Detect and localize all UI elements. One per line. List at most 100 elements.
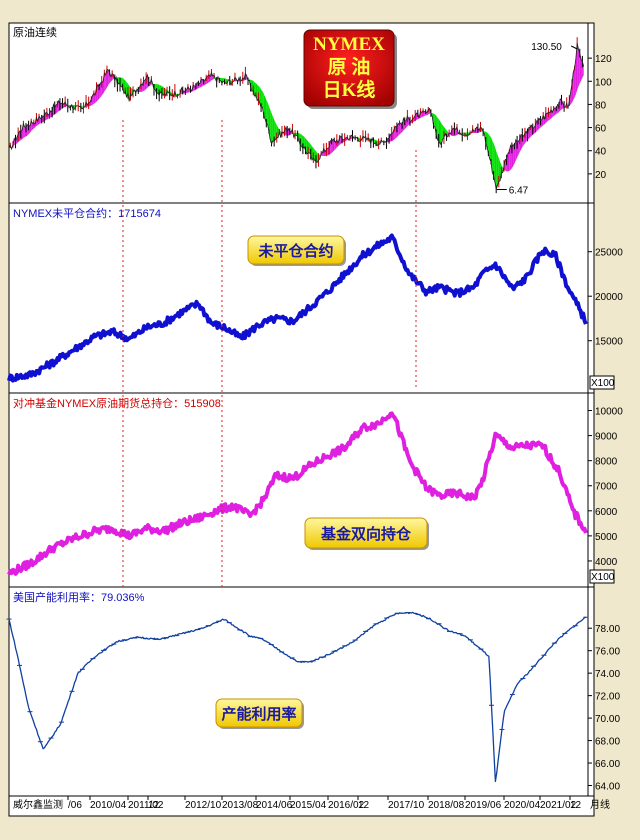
ma-fill bbox=[103, 73, 105, 94]
footer-brand: 威尔鑫监测 bbox=[13, 798, 63, 811]
y-tick-label: 20000 bbox=[595, 292, 623, 303]
x-tick-label: 2011/02 bbox=[128, 800, 164, 811]
ma-fill bbox=[492, 140, 494, 176]
oi-badge-label: 未平仓合约 bbox=[257, 242, 333, 260]
y-tick-label: 10000 bbox=[595, 407, 623, 418]
ma-fill bbox=[398, 122, 400, 136]
ma-fill bbox=[266, 99, 268, 125]
y-tick-label: 78.00 bbox=[595, 624, 620, 635]
x-tick-label: 2019/06 bbox=[465, 800, 502, 811]
x-tick-label: 2012/10 bbox=[185, 800, 222, 811]
x-tick-label: 2014/06 bbox=[256, 800, 293, 811]
hedge-badge-label: 基金双向持仓 bbox=[320, 525, 412, 543]
y-tick-label: 72.00 bbox=[595, 692, 620, 703]
y-tick-label: 20 bbox=[595, 170, 607, 181]
ma-fill bbox=[434, 114, 437, 135]
unit-box bbox=[589, 375, 615, 390]
ma-fill bbox=[498, 158, 501, 182]
x-tick-label: 2015/04 bbox=[290, 800, 327, 811]
ma-fill bbox=[29, 120, 32, 133]
cap-badge-label: 产能利用率 bbox=[221, 705, 296, 723]
ma-fill bbox=[253, 80, 255, 97]
panel-hedge: 10000 9000 8000 7000 6000 5000 4000 X100 对冲基金NYM… bbox=[7, 392, 623, 587]
ma-fill bbox=[262, 91, 264, 116]
x-tick-label: 12 bbox=[358, 800, 370, 811]
ma-fill bbox=[270, 109, 272, 144]
footer-unit: 月线 bbox=[590, 798, 610, 811]
x-tick-label: 2010/04 bbox=[90, 800, 127, 811]
y-tick-label: 100 bbox=[595, 77, 612, 88]
panel-label: 对冲基金NYMEX原油期货总持仓：515908 bbox=[13, 396, 221, 410]
x-tick-label: 2020/04 bbox=[504, 800, 541, 811]
unit-box bbox=[589, 569, 615, 584]
ma-fill bbox=[23, 123, 25, 138]
ma-fill bbox=[310, 144, 313, 160]
y-tick-label: 4000 bbox=[595, 557, 618, 568]
ma-fill bbox=[265, 96, 267, 124]
y-tick-label: 66.00 bbox=[595, 759, 620, 770]
y-tick-label: 64.00 bbox=[595, 782, 620, 793]
ma-fill bbox=[332, 139, 335, 152]
ma-fill bbox=[506, 153, 508, 172]
ma-fill bbox=[202, 79, 204, 87]
y-tick-label: 6000 bbox=[595, 507, 618, 518]
high-pointer bbox=[571, 45, 578, 50]
y-tick-label: 5000 bbox=[595, 532, 618, 543]
ma-fill bbox=[250, 79, 252, 92]
ma-fill bbox=[528, 127, 531, 139]
x-tick-label: 2017/10 bbox=[388, 800, 425, 811]
y-tick-label: 120 bbox=[595, 54, 612, 65]
x-tick-label: 2018/08 bbox=[428, 800, 465, 811]
ma-fill bbox=[489, 135, 491, 162]
ma-fill bbox=[271, 113, 273, 144]
cap-series-line bbox=[8, 611, 586, 783]
panel-label: 原油连续 bbox=[13, 25, 57, 39]
ma-fill bbox=[259, 87, 262, 108]
ma-fill bbox=[22, 123, 24, 140]
ma-fill bbox=[272, 116, 275, 142]
ma-fill bbox=[274, 119, 276, 142]
low-annotation: 6.47 bbox=[509, 186, 529, 197]
ma-fill bbox=[577, 43, 579, 91]
y-tick-label: 8000 bbox=[595, 457, 618, 468]
panel-cap: 78.00 76.00 74.00 72.00 70.00 68.00 66.00 64.00… bbox=[6, 586, 620, 796]
y-tick-label: 9000 bbox=[595, 432, 618, 443]
price-badge-line: NYMEX bbox=[313, 34, 385, 55]
ma-fill bbox=[122, 77, 124, 94]
x-tick-label: 12 bbox=[148, 800, 160, 811]
panel-label: 美国产能利用率：79.036% bbox=[13, 590, 145, 604]
unit-label: X100 bbox=[591, 378, 615, 389]
x-tick-label: 12 bbox=[570, 800, 582, 811]
y-tick-label: 60 bbox=[595, 124, 607, 135]
ma-fill bbox=[556, 104, 558, 115]
y-tick-label: 68.00 bbox=[595, 737, 620, 748]
y-tick-label: 80 bbox=[595, 100, 607, 111]
ma-fill bbox=[500, 161, 502, 181]
y-tick-label: 7000 bbox=[595, 482, 618, 493]
ma-fill bbox=[513, 144, 515, 167]
ma-fill bbox=[573, 68, 575, 101]
oi-series-line bbox=[7, 233, 588, 383]
ma-fill bbox=[125, 80, 127, 98]
hedge-series-line bbox=[7, 411, 588, 576]
ma-fill bbox=[496, 150, 498, 190]
oi-badge bbox=[247, 235, 345, 265]
panel-oi: 25000 20000 15000 X100 NYMEX未平仓合约：1715674 未平仓… bbox=[7, 202, 623, 393]
unit-label: X100 bbox=[591, 572, 615, 583]
y-tick-label: 40 bbox=[595, 147, 607, 158]
x-tick-label: 2013/08 bbox=[222, 800, 259, 811]
price-badge-line: 日K线 bbox=[323, 78, 376, 101]
ma-fill bbox=[91, 95, 93, 106]
ma-fill bbox=[92, 93, 94, 105]
price-badge-line: 原 油 bbox=[328, 56, 371, 78]
cap-badge bbox=[215, 698, 303, 728]
price-line bbox=[8, 43, 585, 190]
price-badge bbox=[303, 29, 395, 107]
ma-fill bbox=[579, 53, 582, 84]
y-tick-label: 15000 bbox=[595, 337, 623, 348]
ma-fill bbox=[440, 121, 442, 145]
x-tick-label: 2016/02 bbox=[328, 800, 365, 811]
x-tick-label: 2021/02 bbox=[540, 800, 577, 811]
